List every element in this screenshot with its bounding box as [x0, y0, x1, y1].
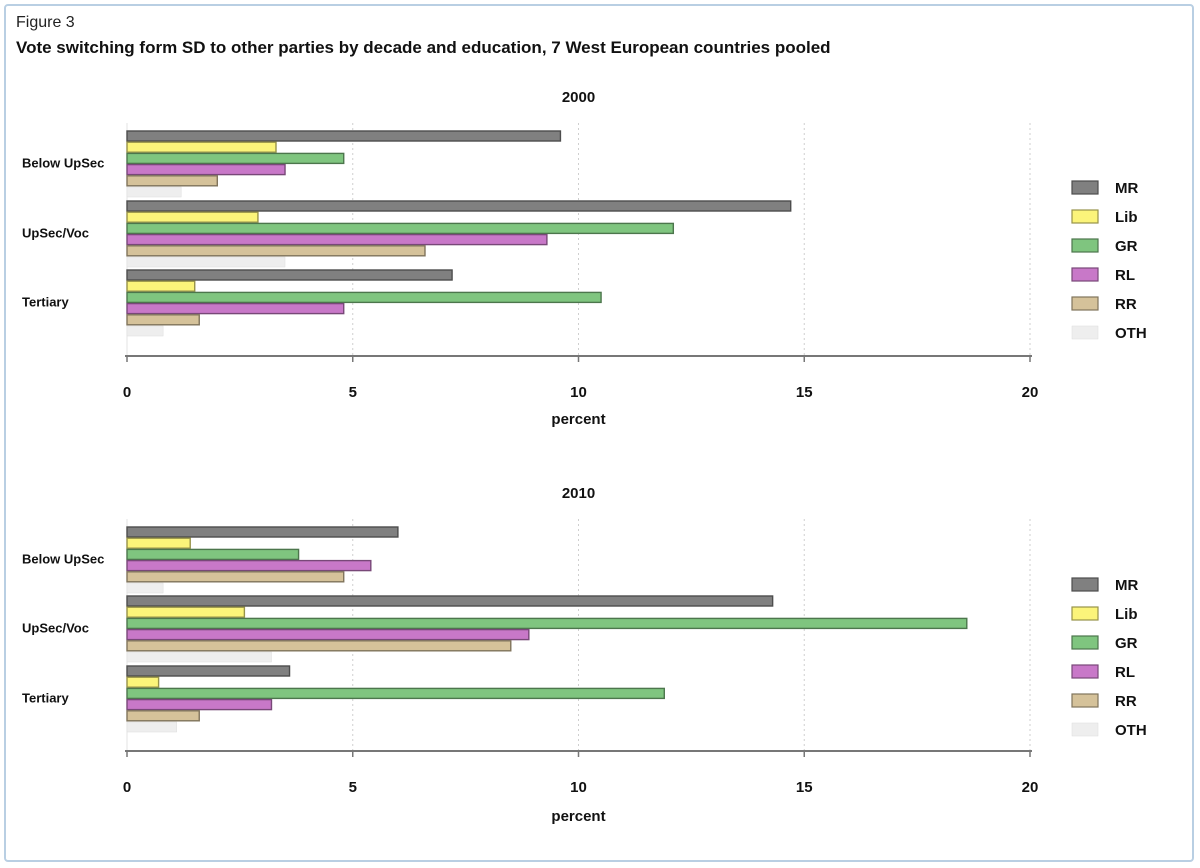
bar-rr	[126, 245, 426, 257]
category-label: Tertiary	[22, 295, 69, 310]
bar-lib	[126, 606, 246, 618]
category-label: Tertiary	[22, 691, 69, 706]
bar-rl	[126, 628, 530, 641]
panel-title-2000: 2000	[562, 89, 595, 106]
x-tick-label: 20	[1022, 384, 1039, 401]
legend-label-rr: RR	[1115, 693, 1137, 710]
bar-rr	[126, 571, 345, 583]
bar-lib	[126, 280, 196, 292]
figure-title: Vote switching form SD to other parties …	[16, 38, 831, 57]
x-tick-label: 0	[123, 779, 131, 796]
bar-oth	[126, 651, 272, 663]
bar-rr	[126, 175, 219, 187]
legend-swatch-lib	[1071, 606, 1099, 621]
legend-label-gr: GR	[1115, 238, 1138, 255]
bar-gr	[126, 617, 968, 630]
legend-label-lib: Lib	[1115, 209, 1138, 226]
x-axis-label: percent	[551, 808, 605, 825]
bar-gr	[126, 687, 665, 700]
figure-frame	[4, 4, 1194, 862]
bar-rl	[126, 233, 548, 246]
category-label: Below UpSec	[22, 156, 104, 171]
category-label: UpSec/Voc	[22, 226, 89, 241]
bar-oth	[126, 582, 164, 594]
bar-rl	[126, 163, 286, 176]
x-tick-label: 10	[570, 384, 587, 401]
legend-label-gr: GR	[1115, 635, 1138, 652]
legend-swatch-lib	[1071, 209, 1099, 224]
bar-mr	[126, 200, 792, 212]
bar-rr	[126, 314, 200, 326]
legend-swatch-rl	[1071, 267, 1099, 282]
bar-lib	[126, 537, 191, 549]
category-label: Below UpSec	[22, 552, 104, 567]
bar-gr	[126, 222, 675, 235]
bar-lib	[126, 141, 277, 153]
legend-swatch-mr	[1071, 577, 1099, 592]
legend-swatch-oth	[1071, 325, 1099, 340]
x-tick-label: 10	[570, 779, 587, 796]
legend-swatch-gr	[1071, 635, 1099, 650]
category-label: UpSec/Voc	[22, 621, 89, 636]
x-tick-label: 5	[349, 779, 357, 796]
bar-oth	[126, 721, 177, 733]
bar-lib	[126, 211, 259, 223]
bar-lib	[126, 676, 160, 688]
legend-swatch-rl	[1071, 664, 1099, 679]
legend-label-lib: Lib	[1115, 606, 1138, 623]
legend-swatch-oth	[1071, 722, 1099, 737]
bar-mr	[126, 595, 774, 607]
bar-gr	[126, 152, 345, 165]
x-tick-label: 5	[349, 384, 357, 401]
bar-oth	[126, 256, 286, 268]
bar-rl	[126, 559, 372, 572]
bar-mr	[126, 665, 291, 677]
figure-label: Figure 3	[16, 14, 75, 31]
legend-swatch-rr	[1071, 296, 1099, 311]
legend-label-oth: OTH	[1115, 325, 1147, 342]
legend-swatch-mr	[1071, 180, 1099, 195]
bar-rl	[126, 698, 273, 711]
x-tick-label: 0	[123, 384, 131, 401]
bar-rr	[126, 710, 200, 722]
legend-label-rl: RL	[1115, 664, 1135, 681]
bar-gr	[126, 548, 300, 561]
panel-title-2010: 2010	[562, 485, 595, 502]
legend-label-mr: MR	[1115, 180, 1138, 197]
bar-gr	[126, 291, 602, 304]
x-tick-label: 15	[796, 384, 813, 401]
legend-swatch-rr	[1071, 693, 1099, 708]
bar-mr	[126, 526, 399, 538]
legend-label-oth: OTH	[1115, 722, 1147, 739]
legend-label-rl: RL	[1115, 267, 1135, 284]
legend-label-rr: RR	[1115, 296, 1137, 313]
bar-oth	[126, 325, 164, 337]
legend-label-mr: MR	[1115, 577, 1138, 594]
x-tick-label: 15	[796, 779, 813, 796]
bar-rr	[126, 640, 512, 652]
x-axis-label: percent	[551, 411, 605, 428]
legend-swatch-gr	[1071, 238, 1099, 253]
bar-mr	[126, 269, 453, 281]
x-tick-label: 20	[1022, 779, 1039, 796]
bar-oth	[126, 186, 182, 198]
bar-mr	[126, 130, 562, 142]
bar-rl	[126, 302, 345, 315]
